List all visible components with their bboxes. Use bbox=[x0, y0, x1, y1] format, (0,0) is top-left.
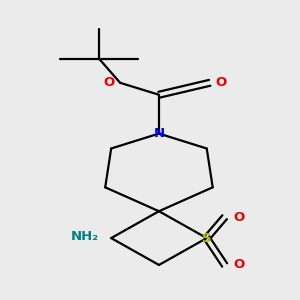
Text: O: O bbox=[234, 259, 245, 272]
Text: S: S bbox=[202, 232, 211, 244]
Text: O: O bbox=[216, 76, 227, 89]
Text: O: O bbox=[103, 76, 114, 89]
Text: N: N bbox=[153, 127, 164, 140]
Text: NH₂: NH₂ bbox=[71, 230, 99, 243]
Text: O: O bbox=[234, 211, 245, 224]
